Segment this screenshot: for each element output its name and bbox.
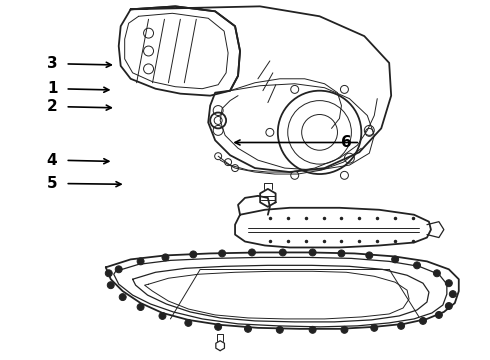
Circle shape	[341, 327, 348, 333]
Circle shape	[137, 303, 144, 310]
Circle shape	[115, 266, 122, 273]
Circle shape	[414, 262, 420, 269]
Circle shape	[105, 270, 112, 277]
Circle shape	[338, 250, 345, 257]
Circle shape	[371, 324, 378, 331]
Circle shape	[162, 254, 169, 261]
Circle shape	[245, 325, 251, 332]
Circle shape	[366, 252, 373, 259]
Circle shape	[309, 249, 316, 256]
Text: 6: 6	[342, 135, 352, 150]
Text: 4: 4	[47, 153, 57, 168]
Circle shape	[449, 291, 456, 298]
Circle shape	[279, 249, 286, 256]
Circle shape	[419, 318, 426, 324]
Text: 5: 5	[47, 176, 57, 191]
Circle shape	[248, 249, 255, 256]
Text: 2: 2	[47, 99, 57, 114]
Circle shape	[397, 323, 405, 329]
Circle shape	[219, 250, 225, 257]
Circle shape	[436, 311, 442, 319]
Circle shape	[276, 327, 283, 333]
Text: 1: 1	[47, 81, 57, 96]
Circle shape	[434, 270, 441, 277]
Circle shape	[445, 280, 452, 287]
Circle shape	[137, 258, 144, 265]
Circle shape	[159, 312, 166, 319]
Circle shape	[190, 251, 197, 258]
Circle shape	[309, 327, 316, 333]
Text: 3: 3	[47, 57, 57, 71]
Circle shape	[392, 256, 399, 263]
Circle shape	[107, 282, 114, 289]
Circle shape	[185, 319, 192, 327]
Circle shape	[215, 323, 221, 330]
Circle shape	[445, 302, 452, 310]
Circle shape	[119, 294, 126, 301]
